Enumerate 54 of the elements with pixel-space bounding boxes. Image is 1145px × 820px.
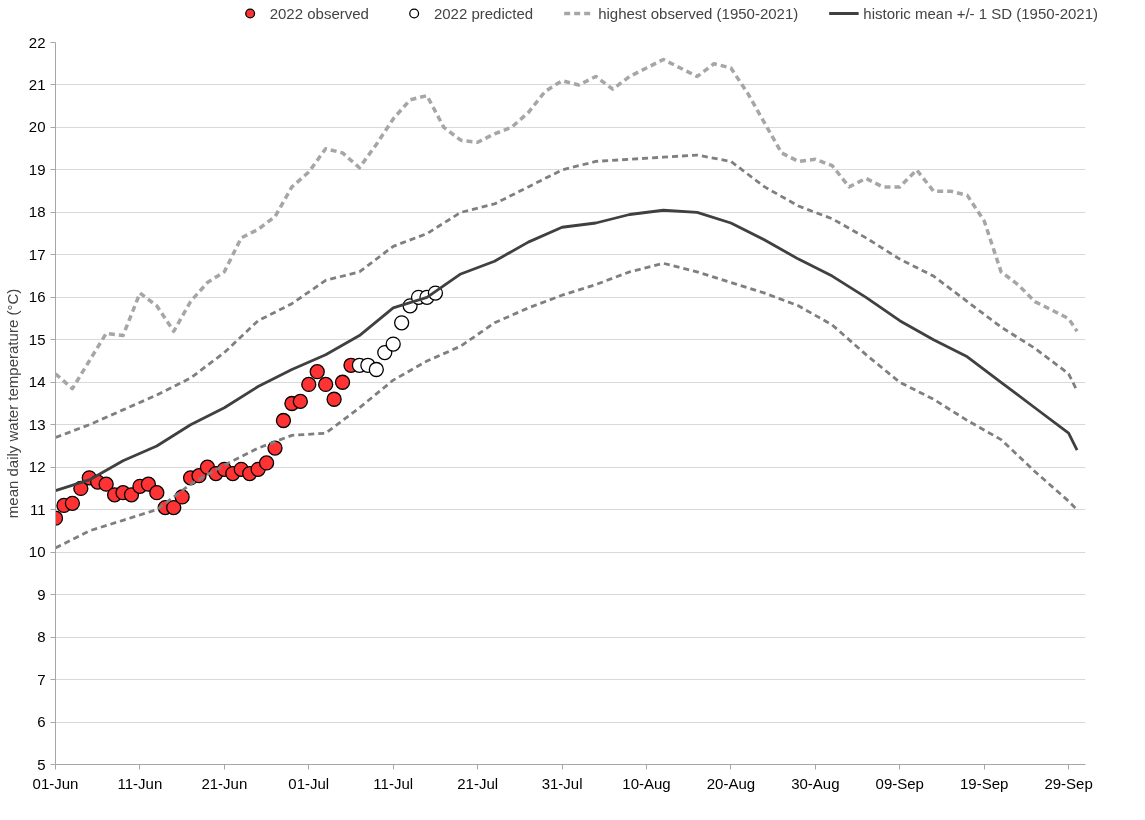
y-tick-label: 19 <box>28 160 46 178</box>
legend-label: 2022 predicted <box>433 4 534 22</box>
point <box>385 336 401 352</box>
x-tick-label: 19-Sep <box>960 774 1009 792</box>
x-tick-label: 01-Jun <box>32 774 79 792</box>
y-tick-label: 16 <box>28 288 46 306</box>
legend-label: highest observed (1950-2021) <box>598 4 799 22</box>
x-tick-label: 30-Aug <box>791 774 840 792</box>
x-tick-label: 01-Jul <box>288 774 330 792</box>
y-tick-label: 11 <box>29 500 46 518</box>
y-tick-label: 22 <box>28 33 46 51</box>
y-axis-title: mean daily water temperature (°C) <box>3 288 21 519</box>
y-tick-label: 5 <box>37 755 46 773</box>
point <box>301 376 317 393</box>
x-tick-label: 11-Jun <box>117 774 163 792</box>
y-tick-label: 7 <box>37 670 46 688</box>
y-tick-label: 13 <box>28 415 46 433</box>
point <box>309 364 325 380</box>
point <box>166 499 182 516</box>
point <box>98 476 114 492</box>
point <box>292 393 308 410</box>
point <box>267 440 283 456</box>
legend-label: 2022 observed <box>269 4 369 22</box>
point <box>64 495 81 511</box>
point <box>334 374 351 390</box>
point <box>258 455 275 471</box>
y-tick-label: 8 <box>37 628 46 646</box>
y-tick-label: 6 <box>37 713 46 731</box>
y-tick-label: 20 <box>28 118 46 136</box>
point <box>149 485 165 501</box>
x-tick-label: 20-Aug <box>706 774 756 792</box>
legend-label: historic mean +/- 1 SD (1950-2021) <box>863 4 1098 22</box>
point <box>394 315 410 331</box>
point <box>326 391 342 407</box>
point <box>318 376 334 393</box>
x-tick-label: 11-Jul <box>373 774 414 792</box>
x-tick-label: 09-Sep <box>875 774 924 792</box>
line-series <box>55 153 1079 439</box>
y-tick-label: 9 <box>37 585 46 603</box>
point <box>275 412 292 429</box>
y-tick-label: 21 <box>28 75 46 93</box>
y-tick-label: 12 <box>28 458 46 476</box>
y-tick-label: 15 <box>28 330 46 348</box>
y-tick-label: 14 <box>28 373 46 391</box>
point <box>368 361 384 378</box>
y-tick-label: 17 <box>28 245 46 263</box>
x-tick-label: 21-Jul <box>457 774 499 792</box>
y-tick-label: 18 <box>28 203 46 221</box>
y-tick-label: 10 <box>28 543 46 561</box>
x-tick-label: 21-Jun <box>201 774 248 792</box>
x-tick-label: 29-Sep <box>1044 774 1093 792</box>
x-tick-label: 10-Aug <box>622 774 671 792</box>
x-tick-label: 31-Jul <box>541 774 583 792</box>
line-series <box>55 261 1079 550</box>
